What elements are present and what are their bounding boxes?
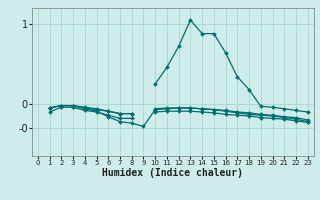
X-axis label: Humidex (Indice chaleur): Humidex (Indice chaleur) bbox=[102, 168, 243, 178]
